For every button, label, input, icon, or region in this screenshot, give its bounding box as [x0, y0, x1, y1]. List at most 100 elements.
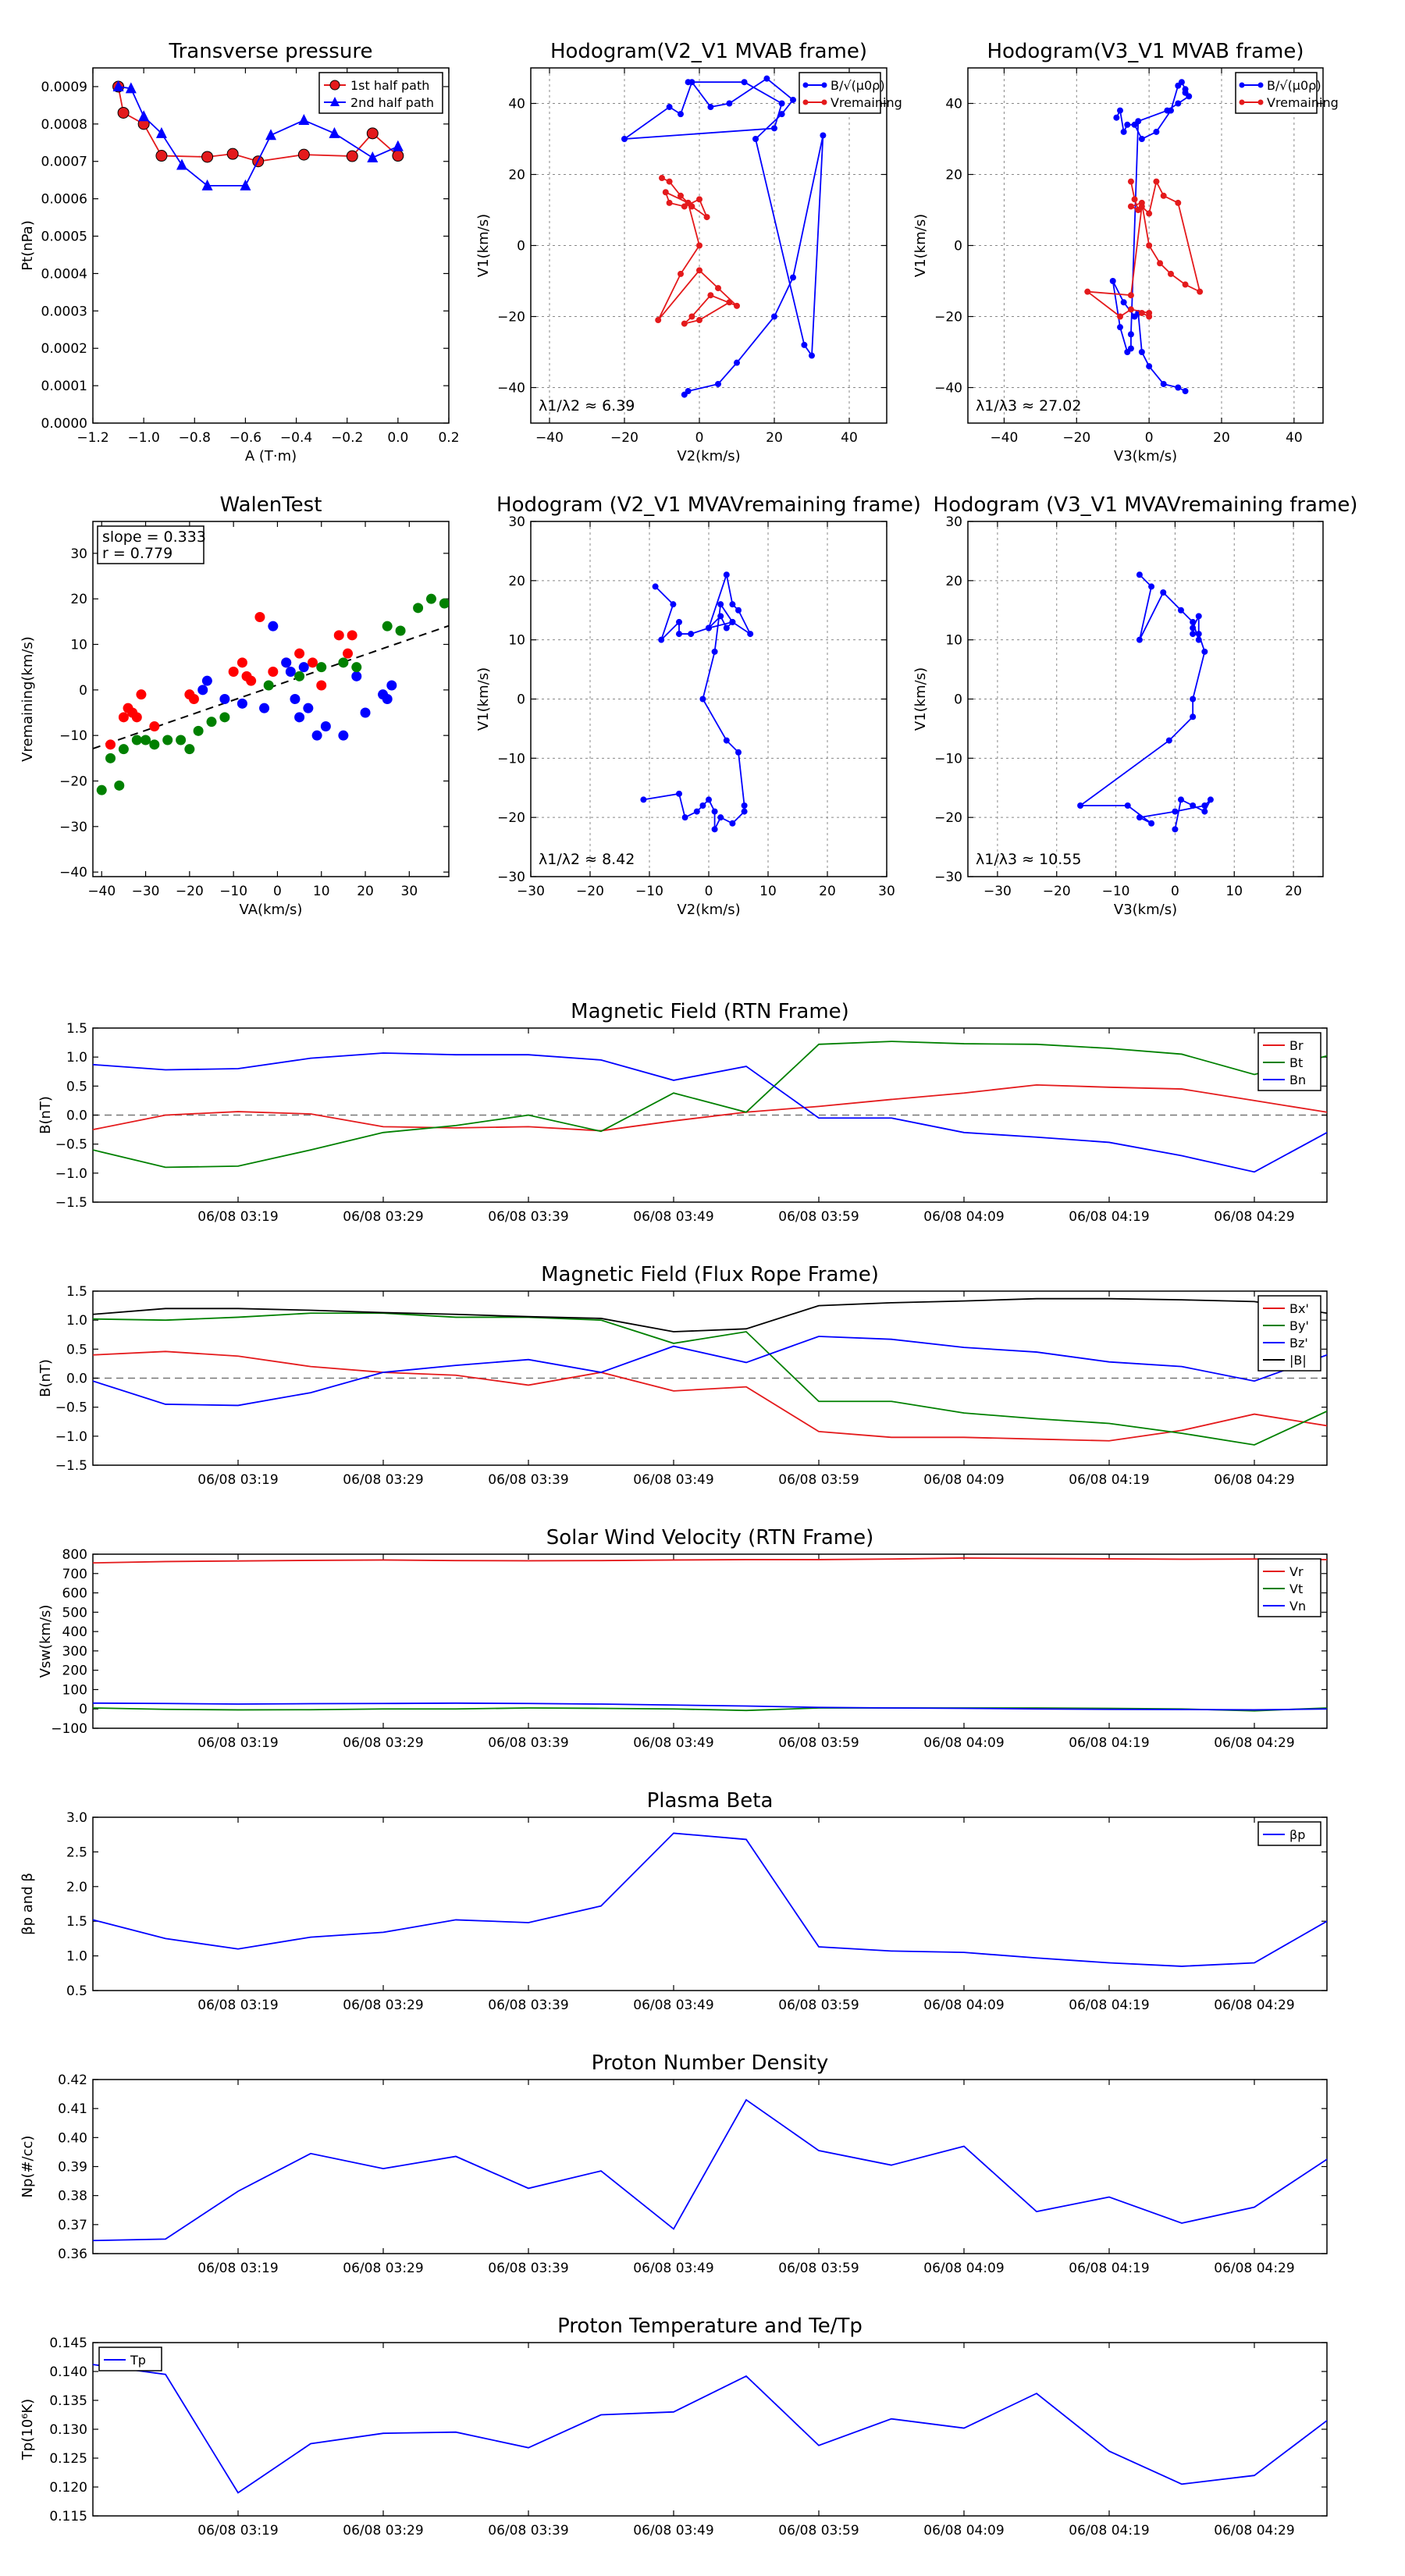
- y-tick-label: 0: [517, 239, 525, 254]
- data-point: [790, 274, 796, 281]
- data-point: [696, 242, 702, 249]
- x-tick-label: 06/08 03:39: [488, 1209, 568, 1225]
- y-tick-label: 10: [70, 638, 87, 653]
- data-point: [1175, 384, 1182, 391]
- data-point: [1135, 118, 1142, 125]
- series-line-0: [621, 77, 824, 396]
- data-point: [1160, 192, 1167, 199]
- x-tick-label: 06/08 03:39: [488, 2261, 568, 2276]
- x-tick-label: −1.2: [76, 430, 108, 446]
- data-point: [681, 320, 688, 327]
- data-point: [1136, 814, 1143, 821]
- data-point: [1153, 178, 1160, 185]
- x-tick-label: 06/08 03:39: [488, 1998, 568, 2013]
- data-point: [367, 151, 379, 162]
- x-tick-label: −20: [176, 884, 204, 899]
- data-point: [1190, 631, 1197, 638]
- axes-frame: [92, 1816, 1328, 1991]
- data-point: [688, 313, 695, 320]
- data-point: [184, 744, 195, 755]
- data-point: [114, 780, 125, 791]
- data-point: [439, 598, 449, 609]
- series-line-0: [93, 2098, 1327, 2242]
- data-point: [320, 721, 331, 731]
- chart-p3: −40 −20 0 20 40 −40 −20 0 20 40 Hodogram(V3_V1 MVA…: [912, 40, 1339, 464]
- x-tick-label: 06/08 03:49: [633, 2523, 713, 2539]
- axes-frame: [92, 2342, 1328, 2517]
- data-point: [640, 796, 647, 803]
- chart-p12: 06/08 03:19 06/08 03:29 06/08 03:39 06/08 0…: [20, 2314, 1328, 2539]
- x-tick-label: 06/08 04:29: [1214, 1209, 1294, 1225]
- chart-p7: 06/08 03:19 06/08 03:29 06/08 03:39 06/08 0…: [37, 1000, 1328, 1225]
- data-point: [678, 192, 684, 199]
- axes-frame: [92, 67, 450, 424]
- data-point: [741, 808, 748, 815]
- data-point: [118, 744, 129, 755]
- x-tick-label: 06/08 03:29: [343, 2523, 423, 2539]
- data-point: [809, 352, 815, 359]
- x-tick-label: 0: [695, 430, 704, 446]
- series-line-0: [93, 1083, 1327, 1132]
- legend-marker: [821, 82, 827, 88]
- data-point: [311, 730, 322, 741]
- x-tick-label: 06/08 03:19: [197, 1472, 278, 1488]
- data-point: [333, 630, 344, 641]
- x-tick-label: 06/08 04:19: [1069, 1209, 1149, 1225]
- x-tick-label: −10: [219, 884, 247, 899]
- legend-box: [318, 72, 443, 114]
- data-point: [1190, 624, 1197, 632]
- y-tick-label: 1.0: [66, 1949, 87, 1965]
- data-point: [1190, 713, 1197, 720]
- y-tick-label: 0.0003: [41, 304, 87, 319]
- plot-area: [621, 75, 827, 398]
- y-tick-label: 0.0001: [41, 379, 87, 394]
- data-point: [1084, 288, 1091, 295]
- data-point: [1195, 631, 1202, 638]
- data-point: [105, 739, 116, 750]
- y-tick-label: −40: [497, 381, 525, 397]
- chart-title: Proton Number Density: [592, 2051, 829, 2075]
- y-tick-label: 0.5: [66, 1984, 87, 1999]
- plot-area: [93, 1557, 1327, 1712]
- x-tick-label: 06/08 04:29: [1214, 2523, 1294, 2539]
- series-line-3: [93, 1297, 1327, 1332]
- data-point: [729, 820, 736, 827]
- x-tick-label: 06/08 03:49: [633, 1998, 713, 2013]
- data-point: [254, 612, 265, 622]
- y-tick-label: −40: [934, 381, 962, 397]
- data-point: [1201, 648, 1208, 655]
- annotation-text: λ1/λ2 ≈ 6.39: [539, 397, 635, 415]
- y-tick-label: −40: [59, 865, 87, 881]
- data-point: [696, 317, 702, 324]
- data-point: [294, 712, 305, 723]
- data-point: [176, 158, 187, 170]
- data-point: [366, 127, 379, 140]
- chart-p11: 06/08 03:19 06/08 03:29 06/08 03:39 06/08 0…: [20, 2051, 1328, 2276]
- data-point: [1182, 388, 1189, 395]
- data-point: [1077, 802, 1084, 809]
- data-point: [246, 675, 257, 686]
- x-tick-label: −30: [984, 884, 1012, 899]
- data-point: [1124, 121, 1131, 128]
- y-tick-label: 0.0002: [41, 341, 87, 357]
- y-tick-label: −20: [59, 774, 87, 790]
- plot-area: [93, 2364, 1327, 2494]
- x-tick-label: −10: [635, 884, 663, 899]
- data-point: [1146, 363, 1153, 370]
- data-point: [703, 214, 710, 221]
- y-tick-label: 0.0004: [41, 266, 87, 282]
- x-tick-label: 0: [705, 884, 713, 899]
- x-tick-label: 20: [1285, 884, 1302, 899]
- series-line-1: [93, 1312, 1327, 1446]
- data-point: [1197, 288, 1204, 295]
- y-tick-label: 0.42: [58, 2073, 87, 2088]
- data-point: [240, 179, 251, 190]
- x-tick-label: 0: [1171, 884, 1179, 899]
- chart-p2: −40 −20 0 20 40 −40 −20 0 20 40 Hodogram(V2_V1 MVA…: [475, 40, 902, 464]
- x-tick-label: 06/08 03:39: [488, 1472, 568, 1488]
- x-tick-label: 06/08 03:19: [197, 2261, 278, 2276]
- legend-label: B/√(μ0ρ): [831, 78, 885, 93]
- x-tick-label: 06/08 03:59: [778, 1998, 859, 2013]
- plot-area: [640, 571, 754, 833]
- legend-label: Bn: [1289, 1073, 1306, 1087]
